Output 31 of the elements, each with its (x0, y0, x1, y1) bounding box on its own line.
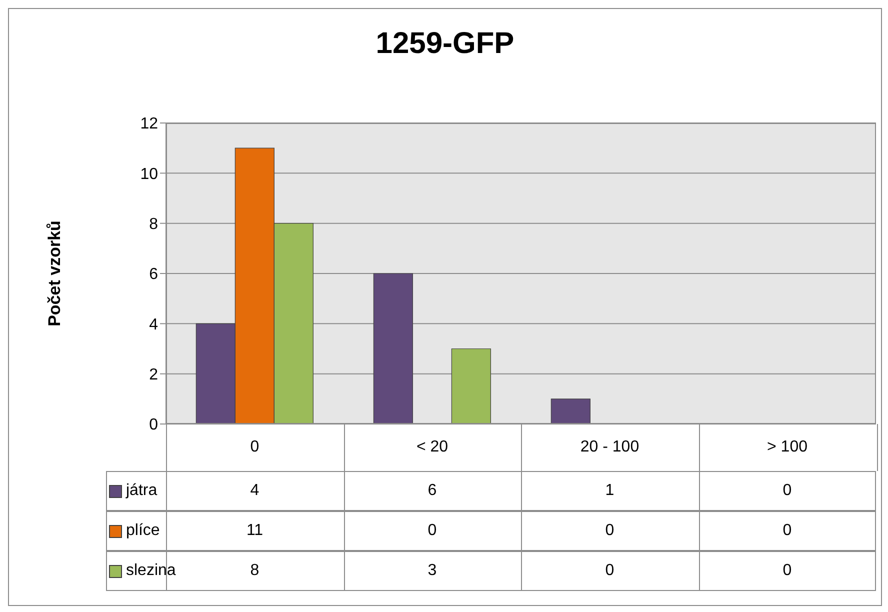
data-label: 4 (249, 481, 260, 501)
data-label: 6 (426, 481, 438, 501)
data-label: 0 (604, 521, 616, 541)
y-tick-label: 2 (149, 366, 158, 384)
y-tick-label: 0 (149, 416, 158, 434)
data-label: 11 (245, 521, 264, 541)
data-label: 0 (604, 561, 616, 581)
data-label: 1 (604, 481, 616, 501)
data-label: 0 (782, 521, 793, 541)
legend-label: játra (126, 482, 158, 500)
bar (550, 398, 590, 424)
y-tick-label: 10 (140, 166, 158, 183)
x-tick-label: < 20 (416, 438, 448, 456)
legend-label: plíce (126, 522, 160, 540)
y-tick-label: 6 (149, 266, 158, 284)
data-label: 8 (250, 562, 260, 579)
data-label: 0 (782, 481, 793, 501)
x-tick-label: > 100 (767, 438, 808, 456)
y-axis-title: Počet vzorků (45, 220, 64, 326)
y-tick-label: 4 (149, 316, 158, 334)
x-tick-label: 0 (250, 438, 260, 456)
bar (451, 348, 491, 424)
y-tick-label: 12 (140, 116, 158, 133)
data-label: 0 (426, 521, 438, 541)
y-tick-label: 8 (149, 216, 158, 234)
legend-label: slezina (126, 562, 176, 580)
x-tick-label: 20 - 100 (580, 438, 640, 456)
data-label: 0 (782, 561, 793, 581)
bar (373, 273, 413, 424)
data-label: 3 (426, 561, 438, 581)
chart-title: 1259-GFP (374, 27, 516, 61)
